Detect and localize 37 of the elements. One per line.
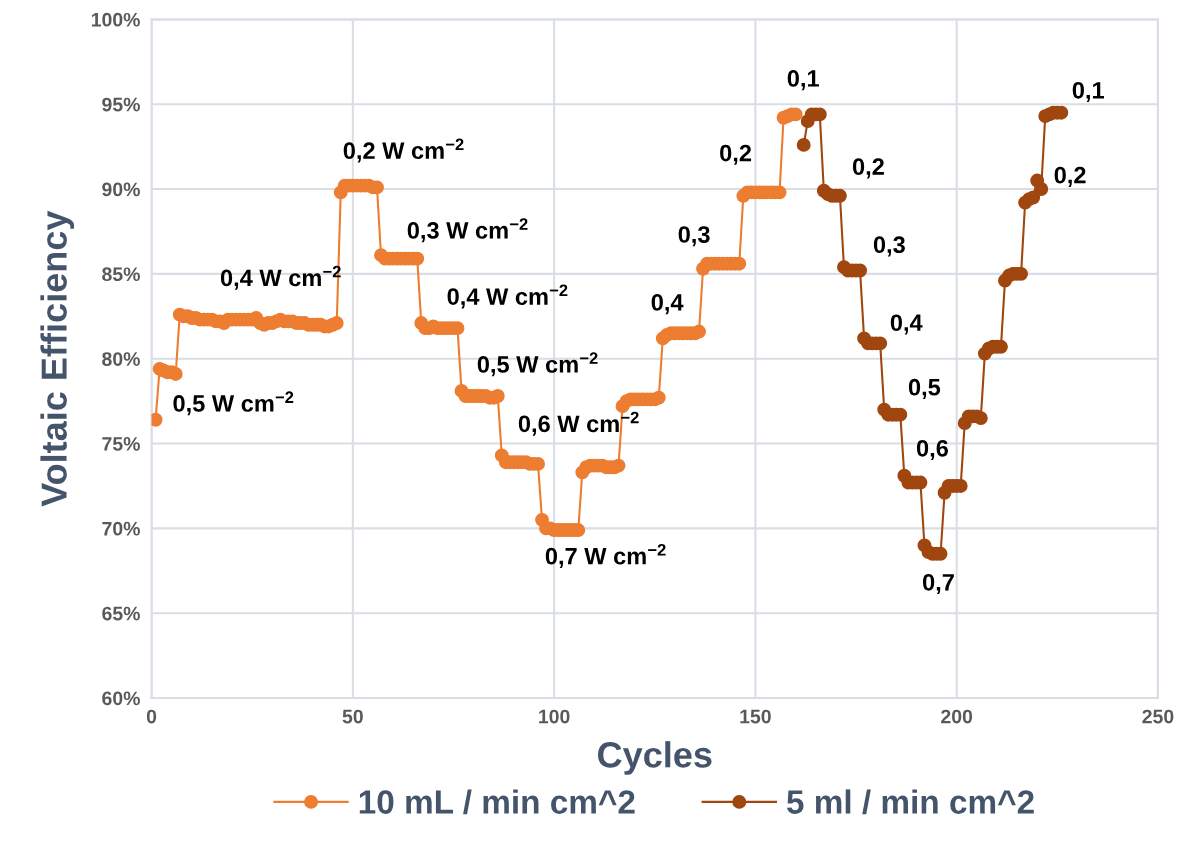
y-tick-label: 85%	[102, 267, 140, 282]
x-tick-label: 0	[146, 709, 157, 724]
annotation: 0,2	[720, 144, 752, 165]
annotation: 0,5	[908, 378, 941, 399]
annotation: 0,1	[787, 70, 819, 91]
y-tick-label: 75%	[102, 437, 140, 451]
annotation: 0,6	[916, 439, 948, 461]
annotation: 0,7 W cm$^{−2}$	[545, 544, 666, 568]
annotation: 0,5 W cm$^{−2}$	[477, 352, 598, 377]
legend-label: 10 mL / min cm^2	[359, 789, 635, 815]
y-tick-label: 95%	[102, 97, 140, 112]
annotation: 0,4	[890, 314, 923, 335]
annotation: 0,2 W cm$^{−2}$	[343, 138, 464, 163]
annotation: 0,4 W cm$^{−2}$	[447, 284, 568, 309]
y-axis-title: Voltaic Efficiency	[40, 210, 75, 507]
y-tick-label: 100%	[91, 12, 140, 27]
legend-label: 5 ml / min cm^2	[786, 789, 1034, 815]
annotation: 0,7	[922, 573, 954, 595]
x-tick-label: 200	[941, 709, 973, 724]
y-tick-label: 70%	[102, 521, 140, 536]
x-tick-label: 100	[539, 709, 570, 724]
annotation: 0,5 W cm$^{−2}$	[173, 391, 294, 416]
annotation: 0,3	[873, 236, 905, 257]
y-tick-label: 80%	[102, 352, 140, 366]
annotation: 0,2	[852, 158, 884, 179]
x-tick-label: 150	[740, 709, 771, 724]
annotation: 0,3	[678, 226, 710, 247]
y-tick-label: 65%	[102, 606, 140, 621]
x-axis-title: Cycles	[598, 741, 712, 775]
annotation: 0,3 W cm$^{−2}$	[407, 218, 528, 243]
annotation: 0,2	[1054, 166, 1086, 187]
y-tick-label: 90%	[102, 182, 140, 197]
x-tick-label: 250	[1142, 709, 1174, 724]
annotation: 0,1	[1072, 81, 1104, 103]
y-tick-label: 60%	[102, 691, 140, 706]
x-tick-label: 50	[342, 709, 363, 724]
annotation: 0,4	[651, 294, 684, 315]
